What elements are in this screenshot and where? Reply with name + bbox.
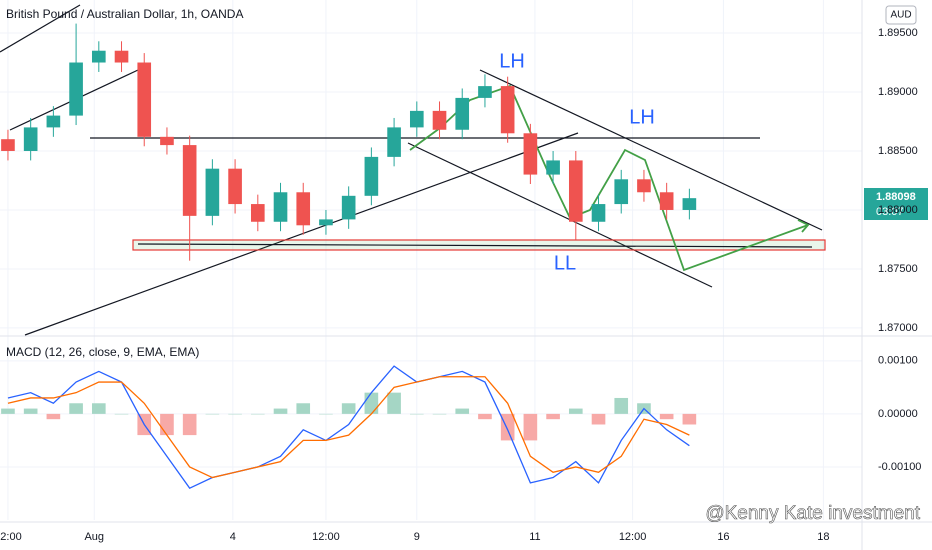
candle-body [500, 86, 515, 134]
candle-body [205, 168, 220, 216]
candle-body [23, 127, 38, 151]
annotation: LH [499, 50, 525, 72]
macd-label: MACD (12, 26, close, 9, EMA, EMA) [6, 345, 199, 359]
annotation: LL [554, 252, 576, 274]
macd-histogram-bar [591, 413, 606, 425]
candle-body [250, 204, 265, 222]
candle-body [364, 156, 379, 196]
macd-histogram-bar [409, 413, 424, 415]
candle-body [387, 127, 401, 157]
macd-histogram-bar [273, 408, 288, 414]
x-tick-label: 4 [230, 531, 236, 543]
x-tick-label: 18 [817, 531, 829, 543]
candle-body [69, 62, 83, 116]
y-tick-label: 0.00100 [878, 355, 918, 367]
watermark: @Kenny Kate investment [705, 503, 920, 524]
candle-body [682, 198, 697, 210]
y-tick-label: 1.88000 [878, 204, 918, 216]
macd-histogram-bar [250, 413, 265, 415]
macd-histogram-bar [387, 392, 401, 414]
candle-body [160, 136, 174, 146]
macd-histogram-bar [523, 413, 538, 441]
candle-body [341, 195, 356, 220]
candle-body [409, 110, 424, 128]
macd-histogram-bar [91, 403, 106, 414]
candle-body [137, 62, 152, 137]
macd-histogram-bar [114, 413, 129, 415]
candle-body [614, 179, 629, 205]
x-tick-label: 11 [529, 531, 540, 543]
annotation: LH [629, 106, 655, 128]
x-tick-label: 16 [717, 531, 729, 543]
candle-body [455, 97, 470, 130]
macd-histogram-bar [182, 413, 197, 436]
trendline [137, 243, 813, 248]
macd-line [7, 376, 690, 479]
y-tick-label: 0.00000 [878, 408, 918, 420]
macd-histogram-bar [69, 403, 83, 414]
drawings [0, 4, 826, 336]
candle-body [637, 179, 651, 193]
y-tick-label: 1.88500 [878, 145, 918, 157]
y-tick-label: 1.89500 [878, 27, 918, 39]
candle-body [273, 192, 288, 222]
trendline [24, 132, 579, 336]
candle-body [319, 219, 333, 226]
candle-body [591, 204, 606, 222]
y-tick-label: -0.00100 [878, 461, 921, 473]
macd-histogram-bar [478, 413, 492, 420]
macd-histogram-bar [614, 397, 629, 414]
candle-body [182, 145, 197, 216]
trendline [479, 69, 823, 231]
candle-body [546, 160, 560, 175]
x-tick-label: 12:00 [619, 531, 647, 543]
candle-body [432, 110, 447, 130]
trendline [407, 142, 713, 288]
macd-histogram-bar [659, 413, 674, 420]
macd-histogram-bar [546, 413, 560, 420]
macd-histogram-bar [228, 413, 242, 415]
candle-body [228, 168, 242, 205]
x-tick-label: 12:00 [0, 531, 22, 543]
candle-body [91, 50, 106, 63]
macd-histogram-bar [1, 408, 15, 414]
macd-histogram-bar [160, 413, 174, 436]
candle-body [568, 160, 583, 222]
y-tick-label: 1.87000 [878, 322, 918, 334]
macd-histogram-bar [682, 413, 697, 425]
candle-body [46, 115, 61, 128]
candle-body [1, 139, 15, 151]
macd-histogram-bar [46, 413, 61, 420]
x-tick-label: Aug [84, 531, 104, 543]
currency-box [885, 5, 917, 25]
macd-histogram-bar [341, 403, 356, 414]
x-tick-label: 12:00 [312, 531, 340, 543]
x-tick-label: 9 [414, 531, 420, 543]
arrow-head [797, 219, 810, 233]
candle-body [659, 192, 674, 210]
candle-body [478, 86, 492, 98]
last-price: 1.88098 [876, 191, 916, 203]
macd-histogram-bar [23, 408, 38, 414]
price-tag [864, 188, 928, 220]
y-tick-label: 1.89000 [878, 86, 918, 98]
macd-histogram-bar [296, 403, 311, 414]
chart-title: British Pound / Australian Dollar, 1h, O… [6, 7, 243, 21]
macd-histogram-bar [432, 413, 447, 415]
trendline [0, 4, 81, 53]
countdown: 03:07 [876, 206, 904, 218]
candle-body [296, 192, 311, 226]
macd-histogram-bar [319, 413, 333, 415]
currency: AUD [890, 10, 911, 21]
candle-body [114, 50, 129, 63]
macd-histogram-bar [364, 392, 379, 414]
candle-body [523, 133, 538, 175]
y-tick-label: 1.87500 [878, 263, 918, 275]
macd-histogram-bar [568, 408, 583, 414]
macd-histogram-bar [455, 408, 470, 414]
macd-histogram-bar [205, 413, 220, 415]
macd-histogram-bar [500, 413, 515, 441]
